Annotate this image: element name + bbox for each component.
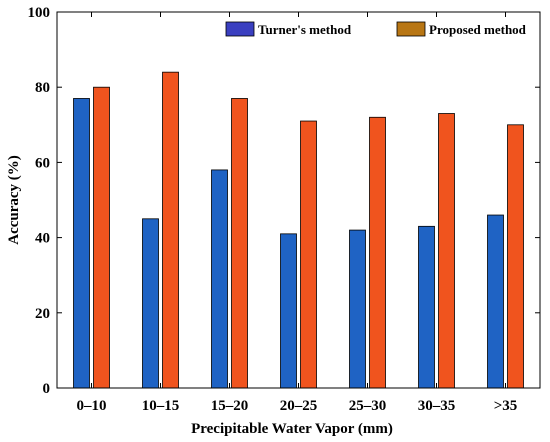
bar-turner-0 bbox=[73, 98, 90, 389]
bar-proposed-3 bbox=[300, 120, 317, 389]
y-axis-title: Accuracy (%) bbox=[6, 155, 22, 245]
bar-proposed-4 bbox=[369, 116, 386, 389]
axes-layer: 0 20 40 60 80 100 0–10 10–15 15–20 20–25 25–30 30–3… bbox=[28, 5, 541, 414]
bar-turner-2 bbox=[211, 169, 228, 389]
bar-proposed-1 bbox=[162, 71, 179, 389]
y-tick-label: 20 bbox=[35, 306, 50, 322]
x-tick-label: 25–30 bbox=[349, 398, 387, 414]
bar-turner-6 bbox=[487, 214, 504, 389]
bar-proposed-0 bbox=[93, 86, 110, 389]
bar-turner-3 bbox=[280, 233, 297, 389]
bar-proposed-6 bbox=[507, 124, 524, 389]
y-tick-label: 0 bbox=[43, 381, 51, 397]
x-tick-label: 0–10 bbox=[77, 398, 107, 414]
bar-proposed-2 bbox=[231, 98, 248, 389]
bar-turner-1 bbox=[142, 218, 159, 389]
bar-proposed-5 bbox=[438, 113, 455, 389]
x-tick-label: 30–35 bbox=[418, 398, 456, 414]
legend-patch-proposed bbox=[396, 21, 426, 37]
x-axis-title: Precipitable Water Vapor (mm) bbox=[191, 421, 393, 437]
y-tick-label: 60 bbox=[35, 155, 50, 171]
bar-turner-4 bbox=[349, 229, 366, 389]
x-tick-label: 20–25 bbox=[280, 398, 318, 414]
legend-label-proposed: Proposed method bbox=[429, 22, 527, 37]
legend-label-turner: Turner's method bbox=[258, 22, 352, 37]
y-tick-label: 80 bbox=[35, 80, 50, 96]
bar-turner-5 bbox=[418, 225, 435, 389]
legend-patch-turner bbox=[225, 21, 255, 37]
y-tick-label: 100 bbox=[28, 5, 51, 21]
x-tick-label: 10–15 bbox=[142, 398, 180, 414]
legend: Turner's method Proposed method bbox=[225, 21, 527, 37]
y-tick-label: 40 bbox=[35, 231, 50, 247]
bars-layer bbox=[73, 71, 524, 389]
x-tick-label: >35 bbox=[494, 398, 518, 414]
x-tick-label: 15–20 bbox=[211, 398, 249, 414]
